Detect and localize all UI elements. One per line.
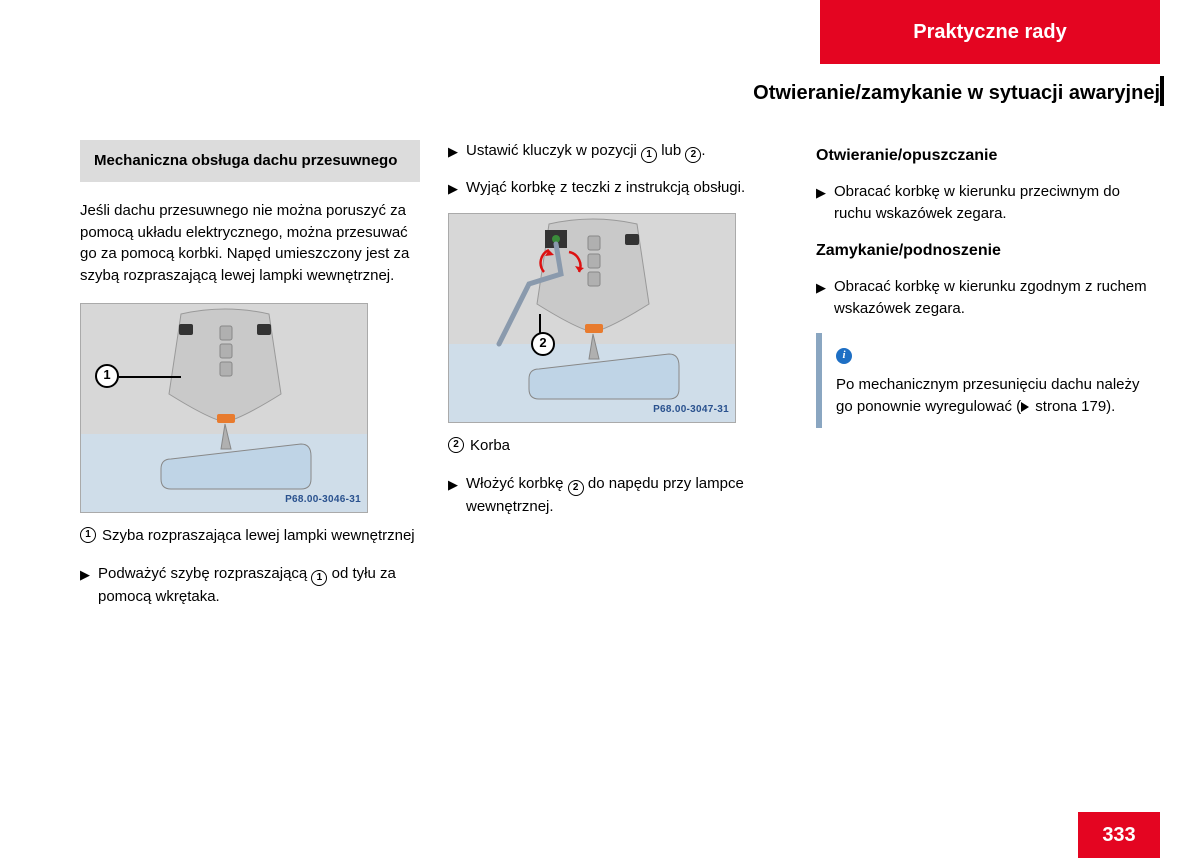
step-arrow-icon: ▶ xyxy=(448,476,458,518)
figure-1-svg xyxy=(81,304,368,513)
page-ref-icon xyxy=(1021,402,1029,412)
inline-num-icon: 2 xyxy=(685,147,701,163)
step-arrow-icon: ▶ xyxy=(448,143,458,163)
inline-num-icon: 1 xyxy=(311,570,327,586)
inline-num: 2 xyxy=(691,150,697,160)
col1-step-1-text: Podważyć szybę rozpraszającą 1 od tyłu z… xyxy=(98,563,420,608)
figure-2: 2 P68.00-3047-31 xyxy=(448,213,736,423)
col3-heading-1: Otwieranie/opuszczanie xyxy=(816,144,1156,167)
figure-2-callout-line xyxy=(539,314,541,334)
col1-step-1: ▶ Podważyć szybę rozpraszającą 1 od tyłu… xyxy=(80,563,420,608)
chapter-tab-label: Praktyczne rady xyxy=(913,21,1066,44)
col2-step-1: ▶ Ustawić kluczyk w pozycji 1 lub 2. xyxy=(448,140,788,163)
figure-2-caption-text: Korba xyxy=(470,435,510,457)
text-part: lub xyxy=(657,142,685,159)
col3-step-1-text: Obracać korbkę w kierunku przeciwnym do … xyxy=(834,181,1156,225)
figure-2-caption: 2 Korba xyxy=(448,435,788,457)
inline-num-icon: 2 xyxy=(568,480,584,496)
step-arrow-icon: ▶ xyxy=(816,184,826,225)
caption-num: 1 xyxy=(85,530,91,540)
col3-step-2: ▶ Obracać korbkę w kierunku zgodnym z ru… xyxy=(816,276,1156,320)
text-part: Włożyć korbkę xyxy=(466,475,568,492)
column-3: Otwieranie/opuszczanie ▶ Obracać korbkę … xyxy=(816,140,1156,621)
inline-num: 1 xyxy=(646,150,652,160)
figure-1-caption: 1 Szyba rozpraszająca lewej lampki wewnę… xyxy=(80,525,420,547)
inline-num: 2 xyxy=(573,483,579,493)
col2-step-3-text: Włożyć korbkę 2 do napędu przy lampce we… xyxy=(466,473,788,518)
figure-1-caption-text: Szyba rozpraszająca lewej lampki wewnętr… xyxy=(102,525,415,547)
col3-step-1: ▶ Obracać korbkę w kierunku przeciwnym d… xyxy=(816,181,1156,225)
figure-2-label: P68.00-3047-31 xyxy=(653,403,729,418)
section-title: Otwieranie/zamykanie w sytuacji awaryjne… xyxy=(753,82,1160,105)
figure-1-label: P68.00-3046-31 xyxy=(285,493,361,508)
col2-step-2-text: Wyjąć korbkę z teczki z instrukcją obsłu… xyxy=(466,177,788,199)
text-part: ). xyxy=(1106,398,1115,415)
figure-2-callout-num: 2 xyxy=(539,334,546,353)
page-number: 333 xyxy=(1078,812,1160,858)
subsection-heading: Mechaniczna obsługa dachu przesuwnego xyxy=(80,140,420,182)
column-2: ▶ Ustawić kluczyk w pozycji 1 lub 2. ▶ W… xyxy=(448,140,788,621)
figure-1: 1 P68.00-3046-31 xyxy=(80,303,368,513)
text-part: . xyxy=(701,142,705,159)
info-icon: i xyxy=(836,348,852,364)
section-title-marker xyxy=(1160,76,1164,106)
caption-num-icon: 2 xyxy=(448,437,464,453)
text-part: Ustawić kluczyk w pozycji xyxy=(466,142,641,159)
content-columns: Mechaniczna obsługa dachu przesuwnego Je… xyxy=(80,140,1160,621)
page-number-text: 333 xyxy=(1102,824,1135,847)
caption-num-icon: 1 xyxy=(80,527,96,543)
step-arrow-icon: ▶ xyxy=(80,566,90,608)
column-1: Mechaniczna obsługa dachu przesuwnego Je… xyxy=(80,140,420,621)
info-note-text: Po mechanicznym przesunięciu dachu należ… xyxy=(836,374,1156,418)
inline-num: 1 xyxy=(317,573,323,583)
text-part: Podważyć szybę rozpraszającą xyxy=(98,565,311,582)
text-part: strona 179 xyxy=(1031,398,1106,415)
inline-num-icon: 1 xyxy=(641,147,657,163)
figure-1-callout-line xyxy=(119,376,181,378)
caption-num: 2 xyxy=(453,440,459,450)
step-arrow-icon: ▶ xyxy=(816,279,826,320)
figure-1-callout: 1 xyxy=(95,364,119,388)
col3-heading-2: Zamykanie/podnoszenie xyxy=(816,239,1156,262)
step-arrow-icon: ▶ xyxy=(448,180,458,199)
chapter-tab: Praktyczne rady xyxy=(820,0,1160,64)
col2-step-2: ▶ Wyjąć korbkę z teczki z instrukcją obs… xyxy=(448,177,788,199)
figure-2-svg xyxy=(449,214,736,423)
intro-paragraph: Jeśli dachu przesuwnego nie można porusz… xyxy=(80,200,420,287)
col2-step-1-text: Ustawić kluczyk w pozycji 1 lub 2. xyxy=(466,140,788,163)
info-note: i Po mechanicznym przesunięciu dachu nal… xyxy=(816,333,1156,427)
col3-step-2-text: Obracać korbkę w kierunku zgodnym z ruch… xyxy=(834,276,1156,320)
section-title-text: Otwieranie/zamykanie w sytuacji awaryjne… xyxy=(753,82,1160,104)
col2-step-3: ▶ Włożyć korbkę 2 do napędu przy lampce … xyxy=(448,473,788,518)
subsection-heading-text: Mechaniczna obsługa dachu przesuwnego xyxy=(94,152,397,169)
figure-2-callout: 2 xyxy=(531,332,555,356)
figure-1-callout-num: 1 xyxy=(103,366,110,385)
